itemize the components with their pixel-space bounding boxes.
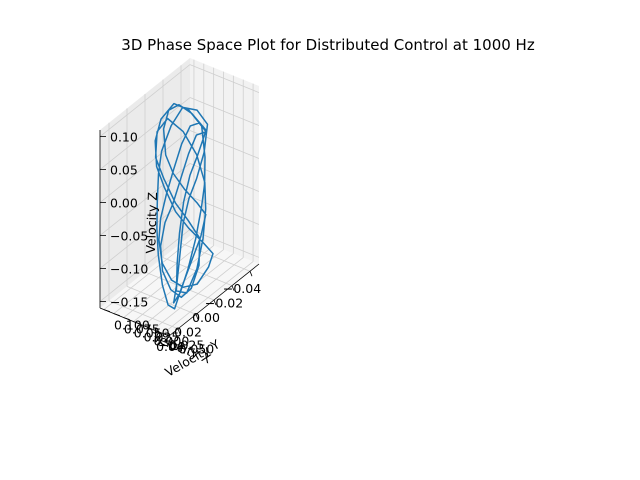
z-tick-label: −0.10 [110,261,148,276]
grid-line-y-floor [133,249,224,322]
z-tick-label: 0.10 [110,130,138,145]
y-tick-label: 0.050 [134,326,170,341]
grid-line-z-left [189,196,260,225]
y-tick-mark [143,325,150,328]
chart-title: 3D Phase Space Plot for Distributed Cont… [121,36,535,54]
trajectory [154,102,214,310]
grid-line-y-floor [113,241,205,314]
grid-line-y-floor [162,261,254,334]
z-tick-label: −0.05 [110,229,148,244]
grid-line-y-floor [152,257,244,330]
grid-line-x-floor [108,300,179,330]
y-tick-mark [103,309,111,312]
y-tick-label: −0.025 [158,338,204,353]
x-tick-label: 0.00 [192,310,220,325]
x-tick-label: −0.04 [223,281,261,296]
x-tick-label: −0.02 [205,296,243,311]
z-axis-label: Velocity Z [143,192,160,254]
x-tick-mark [213,299,217,306]
y-tick-mark [123,317,130,320]
y-tick-mark [162,333,170,336]
trajectory-line-0 [154,102,214,310]
grid-line-z-right [99,196,191,269]
y-tick-mark [113,313,120,316]
y-tick-label: 0.075 [124,322,160,337]
grid-line-z-right [99,229,191,302]
grid-line-z-right [99,130,191,203]
grid-line-z-right [99,64,191,137]
grid-line-z-left [189,64,260,93]
x-tick-label: 0.04 [156,339,184,354]
x-tick-mark [249,271,253,277]
x-tick-label: 0.02 [174,324,202,339]
x-tick-mark [231,285,235,291]
grid-line-z-left [189,163,260,192]
y-tick-label: 0.025 [144,330,180,345]
grid-line-z-left [189,130,260,159]
y-tick-mark [153,329,160,332]
back-left-pane [190,58,259,264]
grid-line-z-left [189,97,260,126]
z-tick-label: 0.00 [110,196,138,211]
y-tick-mark [133,321,140,324]
grid-lines [99,59,260,334]
y-tick-label: −0.050 [168,342,214,357]
z-tick-label: 0.05 [110,163,138,178]
y-tick-label: 0.100 [114,318,150,333]
tick-marks-and-labels: −0.04−0.020.000.020.04−0.050−0.0250.0000… [100,130,261,357]
y-tick-label: 0.000 [154,334,190,349]
grid-line-x-floor [144,271,215,301]
grid-line-x-floor [180,242,251,272]
x-tick-mark [195,314,199,320]
z-tick-label: −0.15 [110,294,148,309]
grid-line-z-right [99,97,191,170]
grid-line-x-floor [126,286,197,315]
x-tick-mark [177,328,181,334]
